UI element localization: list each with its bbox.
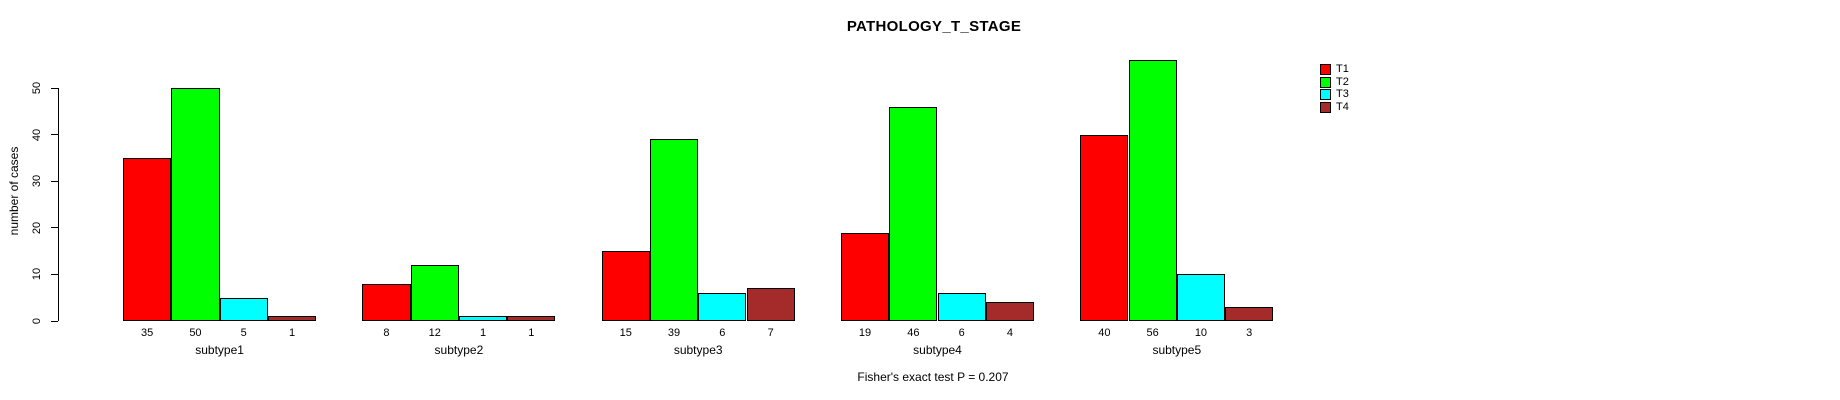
bar-value-label: 40 <box>1098 327 1111 339</box>
bar-t3-subtype2 <box>458 316 508 321</box>
bar-value-label: 10 <box>1194 327 1208 339</box>
bar-value-label: 3 <box>1246 327 1253 339</box>
bar-value-label: 6 <box>958 327 965 339</box>
legend-swatch-t1 <box>1320 63 1331 75</box>
bar-t1-subtype4 <box>840 232 890 321</box>
legend-swatch-t3 <box>1320 89 1331 101</box>
legend-label-t4: T4 <box>1336 101 1349 114</box>
bar-value-label: 50 <box>189 327 202 339</box>
bar-t3-subtype4 <box>937 293 986 321</box>
category-label-subtype2: subtype2 <box>434 343 484 357</box>
bar-value-label: 1 <box>479 327 487 339</box>
legend-swatch-t4 <box>1320 102 1331 114</box>
legend: T1 T2 T3 T4 <box>1320 63 1349 114</box>
bar-t1-subtype1 <box>123 157 172 321</box>
bar-t4-subtype5 <box>1225 307 1274 321</box>
category-label-subtype5: subtype5 <box>1152 343 1202 357</box>
bar-value-label: 8 <box>383 327 390 339</box>
bar-t4-subtype4 <box>985 302 1035 321</box>
bar-value-label: 4 <box>1006 327 1013 339</box>
bar-t1-subtype2 <box>362 283 411 321</box>
y-tick-label: 0 <box>31 317 43 325</box>
bar-value-label: 1 <box>288 327 296 339</box>
bar-t2-subtype3 <box>649 139 699 321</box>
y-tick-label: 10 <box>31 268 43 281</box>
y-tick-label: 20 <box>31 221 43 234</box>
bar-value-label: 39 <box>667 327 681 339</box>
bar-t3-subtype5 <box>1176 274 1226 321</box>
category-label-subtype1: subtype1 <box>195 343 244 357</box>
bar-t2-subtype1 <box>171 88 220 321</box>
chart-title: PATHOLOGY_T_STAGE <box>846 18 1022 35</box>
y-tick-label: 30 <box>31 175 43 188</box>
legend-row-t2: T2 <box>1320 76 1349 89</box>
bar-t2-subtype5 <box>1128 60 1177 321</box>
y-axis-label: number of cases <box>7 146 21 236</box>
bar-t2-subtype2 <box>410 265 459 321</box>
legend-row-t1: T1 <box>1320 63 1349 76</box>
legend-row-t3: T3 <box>1320 89 1349 102</box>
y-tick-mark <box>51 134 58 136</box>
category-label-subtype3: subtype3 <box>673 343 723 357</box>
fisher-test-annotation: Fisher's exact test P = 0.207 <box>857 370 1009 384</box>
bar-t1-subtype5 <box>1080 134 1129 321</box>
bar-t3-subtype3 <box>698 293 747 321</box>
bar-t1-subtype3 <box>601 251 650 321</box>
y-tick-label: 40 <box>31 128 43 141</box>
legend-label-t3: T3 <box>1336 88 1349 101</box>
y-tick-mark <box>51 180 58 182</box>
bar-value-label: 56 <box>1146 327 1159 339</box>
legend-row-t4: T4 <box>1320 101 1349 114</box>
y-tick-label: 50 <box>31 81 43 95</box>
y-tick-mark <box>51 87 58 89</box>
bar-value-label: 6 <box>719 327 726 339</box>
y-tick-mark <box>51 273 58 275</box>
bar-t3-subtype1 <box>219 297 268 321</box>
bar-value-label: 7 <box>767 327 774 339</box>
legend-swatch-t2 <box>1320 76 1331 88</box>
bar-t2-subtype4 <box>889 106 938 321</box>
bar-t4-subtype3 <box>746 288 795 321</box>
y-tick-mark <box>51 227 58 229</box>
y-tick-mark <box>51 320 58 322</box>
bar-t4-subtype2 <box>507 316 556 321</box>
bar-value-label: 5 <box>240 327 247 339</box>
bar-value-label: 46 <box>907 327 920 339</box>
bar-value-label: 12 <box>428 327 441 339</box>
bar-value-label: 35 <box>141 327 154 339</box>
category-label-subtype4: subtype4 <box>913 343 962 357</box>
legend-label-t1: T1 <box>1336 62 1349 75</box>
legend-label-t2: T2 <box>1336 75 1349 88</box>
bar-value-label: 1 <box>528 327 535 339</box>
bar-value-label: 19 <box>858 327 872 339</box>
y-axis-line <box>58 88 59 321</box>
bar-value-label: 15 <box>619 327 632 339</box>
bar-t4-subtype1 <box>267 316 317 321</box>
